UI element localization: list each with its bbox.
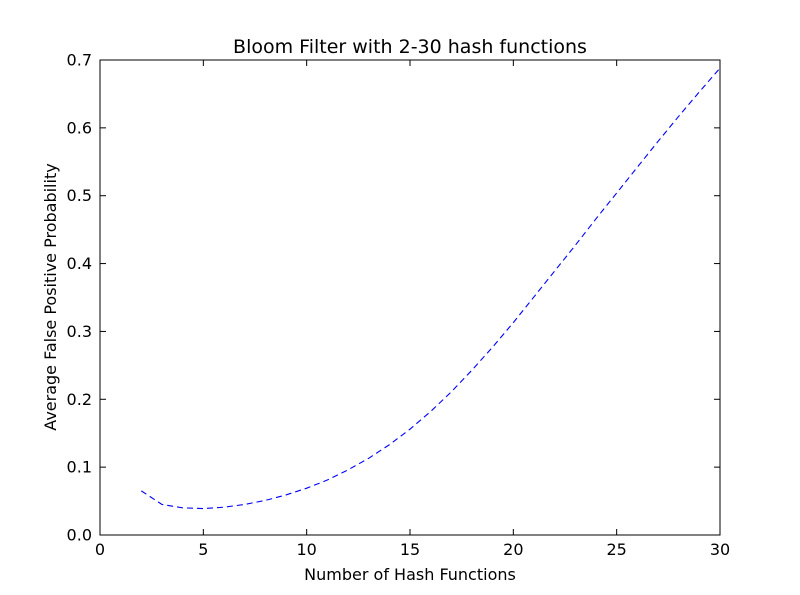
x-tick-label: 30 [710, 540, 730, 559]
x-tick-label: 10 [296, 540, 316, 559]
x-tick-label: 20 [503, 540, 523, 559]
y-tick-label: 0.0 [67, 526, 92, 545]
series-line-0 [141, 67, 721, 510]
x-tick-label: 15 [400, 540, 420, 559]
y-axis-label: Average False Positive Probability [41, 163, 60, 430]
y-tick-label: 0.6 [67, 118, 92, 137]
plot-area: 0 5 10 15 20 25 30 0.0 0.1 0.2 0.3 0.4 0.5 0.6 0.7 [67, 51, 731, 560]
plot-frame [99, 59, 721, 536]
y-tick-label: 0.7 [67, 51, 92, 70]
y-tick-label: 0.3 [67, 322, 92, 341]
x-tick-label: 0 [95, 540, 105, 559]
x-tick-label: 25 [606, 540, 626, 559]
x-tick-label: 5 [198, 540, 208, 559]
y-tick-label: 0.2 [67, 390, 92, 409]
chart-title: Bloom Filter with 2-30 hash functions [233, 36, 587, 58]
y-tick-label: 0.5 [67, 186, 92, 205]
y-tick-label: 0.1 [67, 458, 92, 477]
y-tick-label: 0.4 [67, 254, 92, 273]
x-axis-label: Number of Hash Functions [304, 565, 516, 584]
